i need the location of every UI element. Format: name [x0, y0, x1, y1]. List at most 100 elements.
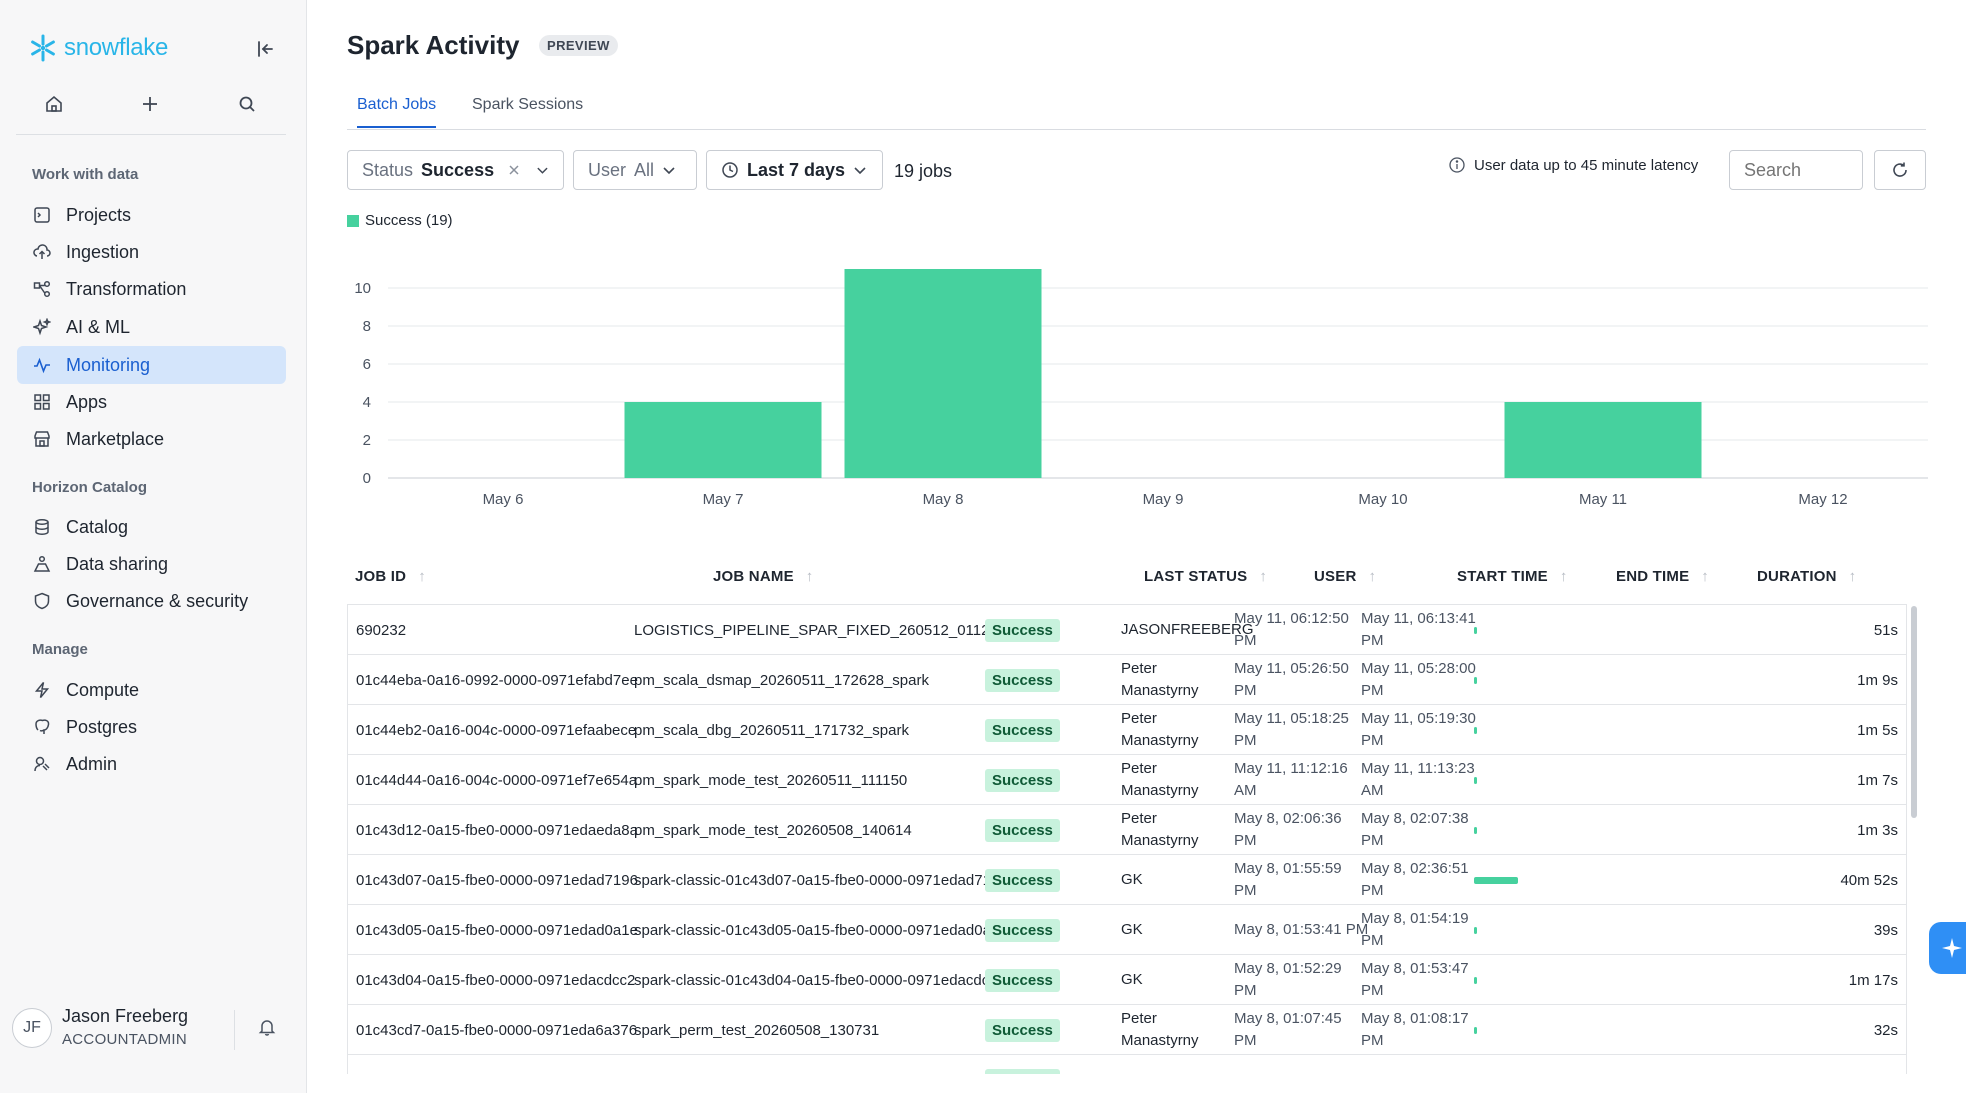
sidebar-item-catalog[interactable]: Catalog: [17, 508, 286, 546]
x-tick-label: May 12: [1798, 491, 1847, 508]
sidebar-item-ai-ml[interactable]: AI & ML: [17, 308, 286, 346]
user-menu[interactable]: JF Jason Freeberg ACCOUNTADMIN: [12, 1004, 292, 1054]
scrollbar-thumb[interactable]: [1911, 606, 1917, 818]
column-header-start-time[interactable]: START TIME ↑: [1457, 568, 1568, 585]
legend-swatch: [347, 214, 359, 227]
column-header-job-id[interactable]: JOB ID ↑: [355, 568, 426, 585]
start-time-cell: May 8, 02:06:36 PM: [1234, 805, 1342, 855]
column-header-end-time[interactable]: END TIME ↑: [1616, 568, 1709, 585]
table-row[interactable]: 01c43d04-0a15-fbe0-0000-0971edacdcc2 spar…: [348, 955, 1906, 1005]
column-header-user[interactable]: USER ↑: [1314, 568, 1377, 585]
column-header-job-name[interactable]: JOB NAME ↑: [713, 568, 814, 585]
job-id-cell: 01c43d04-0a15-fbe0-0000-0971edacdcc2: [356, 971, 636, 989]
start-time-cell: May 8, 01:05:42: [1234, 1055, 1342, 1074]
search-button[interactable]: [229, 86, 265, 122]
job-name-cell: spark-classic-01c43d07-0a15-fbe0-0000-09…: [634, 871, 1008, 889]
assistant-button[interactable]: [1929, 922, 1966, 974]
chart-legend: Success (19): [347, 212, 453, 229]
duration-cell: 51s: [1873, 621, 1898, 639]
marketplace-icon: [32, 429, 52, 449]
job-id-cell: 01c43cd7-0a15-fbe0-0000-0971eda6a376: [356, 1021, 638, 1039]
user-filter[interactable]: User All: [573, 150, 697, 190]
end-time-line: PM: [1361, 832, 1384, 849]
start-time-line: May 8, 01:55:59: [1234, 860, 1342, 877]
sidebar-item-marketplace[interactable]: Marketplace: [17, 420, 286, 458]
table-row[interactable]: 01c43cd7-0a15-fbe0-0000-0971eda6a376 spar…: [348, 1005, 1906, 1055]
column-header-duration[interactable]: DURATION ↑: [1757, 568, 1857, 585]
transformation-icon: [32, 279, 52, 299]
status-cell: Success: [985, 655, 1060, 705]
table-row[interactable]: 01c44d44-0a16-004c-0000-0971ef7e654a pm_s…: [348, 755, 1906, 805]
sidebar-item-governance-security[interactable]: Governance & security: [17, 582, 286, 620]
job-name-cell: pm_scala_dsmap_20260511_172628_spark: [634, 671, 929, 689]
sidebar-item-label: Ingestion: [66, 241, 140, 262]
sort-arrow-icon: ↑: [1701, 568, 1709, 585]
sidebar-item-label: Postgres: [66, 716, 138, 737]
table-row[interactable]: 01c44eba-0a16-0992-0000-0971efabd7ee pm_s…: [348, 655, 1906, 705]
search-input[interactable]: [1729, 150, 1863, 190]
table-row[interactable]: Success Peter May 8, 01:05:42 May 8, 01:06:…: [348, 1055, 1906, 1074]
status-filter[interactable]: Status Success: [347, 150, 564, 190]
column-header-last-status[interactable]: LAST STATUS ↑: [1144, 568, 1268, 585]
collapse-sidebar-button[interactable]: [252, 36, 278, 62]
end-time-cell: May 8, 01:54:19 PM: [1361, 905, 1469, 955]
home-icon: [46, 95, 62, 112]
start-time-cell: May 11, 06:12:50 PM: [1234, 605, 1349, 655]
brand-name: snowflake: [64, 34, 169, 61]
tab-bar: Batch Jobs Spark Sessions: [347, 92, 1926, 130]
tab-spark-sessions[interactable]: Spark Sessions: [472, 96, 584, 113]
end-time-line: AM: [1361, 782, 1384, 799]
sidebar-item-label: Marketplace: [66, 428, 165, 449]
refresh-button[interactable]: [1874, 150, 1926, 190]
table-row[interactable]: 01c43d12-0a15-fbe0-0000-0971edaeda8a pm_s…: [348, 805, 1906, 855]
snowflake-logo[interactable]: snowflake: [28, 33, 168, 63]
start-time-cell: May 8, 01:53:41 PM: [1234, 905, 1368, 955]
notifications-button[interactable]: [258, 1018, 276, 1041]
sidebar-item-monitoring[interactable]: Monitoring: [17, 346, 286, 384]
sidebar-item-data-sharing[interactable]: Data sharing: [17, 545, 286, 583]
sidebar-item-label: Admin: [66, 753, 118, 774]
create-button[interactable]: [132, 86, 168, 122]
sidebar: snowflake Work with data Projects Ingest…: [0, 0, 307, 1093]
table-row[interactable]: 01c43d05-0a15-fbe0-0000-0971edad0a1e spar…: [348, 905, 1906, 955]
chevron-down-icon: [663, 167, 675, 175]
start-time-cell: May 11, 05:26:50 PM: [1234, 655, 1349, 705]
jobs-count: 19 jobs: [894, 161, 953, 181]
sidebar-item-transformation[interactable]: Transformation: [17, 270, 286, 308]
duration-bar: [1474, 977, 1477, 984]
start-time-line: PM: [1234, 632, 1257, 649]
table-body: 690232 LOGISTICS_PIPELINE_SPAR_FIXED_2605…: [347, 604, 1907, 1074]
legend-label: Success (19): [365, 212, 453, 229]
table-row[interactable]: 01c44eb2-0a16-004c-0000-0971efaabece pm_s…: [348, 705, 1906, 755]
duration-cell: 1m 5s: [1857, 721, 1898, 739]
tab-batch-jobs[interactable]: Batch Jobs: [357, 96, 437, 128]
end-time-line: May 8, 02:07:38: [1361, 810, 1469, 827]
table-row[interactable]: 01c43d07-0a15-fbe0-0000-0971edad7196 spar…: [348, 855, 1906, 905]
sidebar-item-apps[interactable]: Apps: [17, 383, 286, 421]
share-icon: [32, 554, 52, 574]
x-tick-label: May 6: [483, 491, 524, 508]
clear-status-button[interactable]: [508, 164, 520, 176]
start-time-cell: May 11, 11:12:16 AM: [1234, 755, 1348, 805]
status-badge: Success: [985, 1018, 1060, 1042]
sidebar-item-admin[interactable]: Admin: [17, 745, 286, 783]
duration-cell: 32s: [1873, 1021, 1898, 1039]
table-scrollbar[interactable]: [1908, 604, 1922, 1074]
date-range-filter[interactable]: Last 7 days: [706, 150, 883, 190]
sidebar-item-compute[interactable]: Compute: [17, 671, 286, 709]
duration-cell: 1m 9s: [1857, 671, 1898, 689]
job-id-cell: 01c44d44-0a16-004c-0000-0971ef7e654a: [356, 771, 638, 789]
table-row[interactable]: 690232 LOGISTICS_PIPELINE_SPAR_FIXED_2605…: [348, 605, 1906, 655]
user-cell: JASONFREEBERG: [1121, 605, 1254, 655]
start-time-cell: May 11, 05:18:25 PM: [1234, 705, 1349, 755]
home-button[interactable]: [36, 86, 72, 122]
sort-arrow-icon: ↑: [1259, 568, 1268, 585]
sidebar-item-projects[interactable]: Projects: [17, 196, 286, 234]
sidebar-item-ingestion[interactable]: Ingestion: [17, 233, 286, 271]
duration-bar: [1474, 677, 1477, 684]
end-time-line: PM: [1361, 1032, 1384, 1049]
user-line: Manastyrny: [1121, 782, 1199, 799]
sidebar-item-postgres[interactable]: Postgres: [17, 708, 286, 746]
preview-badge: PREVIEW: [539, 35, 618, 56]
end-time-line: May 11, 11:13:23: [1361, 760, 1475, 777]
